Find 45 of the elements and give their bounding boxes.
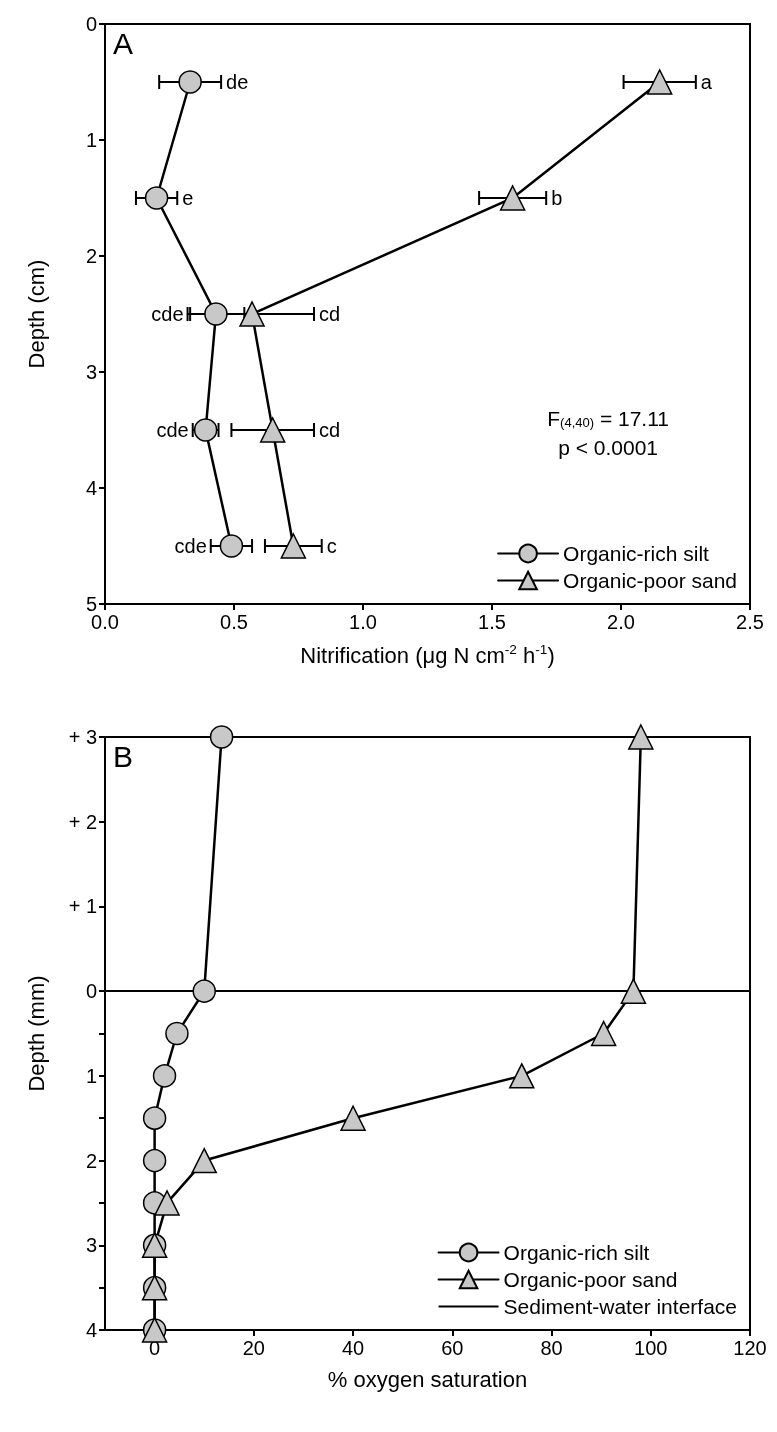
y-tick-label: 0 [85,980,97,1003]
x-tick-label: 0.5 [220,611,248,633]
annotation: B [113,739,134,773]
annotation: a [700,71,713,93]
y-tick-label: 4 [85,477,97,499]
x-tick-label: 1.5 [478,611,506,633]
legend-label: Organic-poor sand [503,1268,678,1291]
x-tick-label: 40 [341,1337,365,1359]
y-tick-label: + 3 [68,726,97,748]
legend-label: Organic-rich silt [563,542,710,565]
x-tick-label: 60 [441,1337,464,1359]
annotation: de [226,71,249,93]
y-tick-label: 4 [85,1319,97,1341]
annotation: e [182,187,194,209]
x-tick-label: 2.5 [736,611,764,633]
annotation: p < 0.0001 [558,435,659,459]
y-tick-label: 3 [85,361,97,383]
x-tick-label: 100 [634,1337,668,1359]
x-tick-label: 1.0 [349,611,377,633]
annotation: c [326,535,337,557]
y-tick-label: 1 [85,1064,97,1087]
annotation: cd [318,419,341,441]
y-tick-label: 2 [85,1149,97,1172]
legend-label: Organic-rich silt [503,1241,650,1264]
annotation: A [113,26,134,60]
annotation: cde [156,419,189,441]
y-tick-label: 2 [85,245,97,267]
x-tick-label: 120 [733,1337,767,1359]
x-tick-label: 80 [540,1337,563,1359]
y-tick-label: 0 [85,13,97,35]
x-tick-label: 2.0 [607,611,635,633]
legend-label: Sediment-water interface [503,1295,738,1318]
annotation: cde [151,303,184,325]
legend-label: Organic-poor sand [563,569,738,592]
annotation: cd [318,303,341,325]
y-tick-label: + 2 [68,810,97,833]
y-tick-label: 1 [85,129,97,151]
x-tick-label: 20 [242,1337,265,1359]
y-axis-title: Depth (mm) [23,975,49,1092]
x-axis-title: % oxygen saturation [327,1366,528,1392]
y-tick-label: + 1 [68,895,97,918]
y-axis-title: Depth (cm) [23,259,49,369]
annotation: cde [174,535,207,557]
y-tick-label: 3 [85,1234,97,1257]
annotation: b [551,187,563,209]
